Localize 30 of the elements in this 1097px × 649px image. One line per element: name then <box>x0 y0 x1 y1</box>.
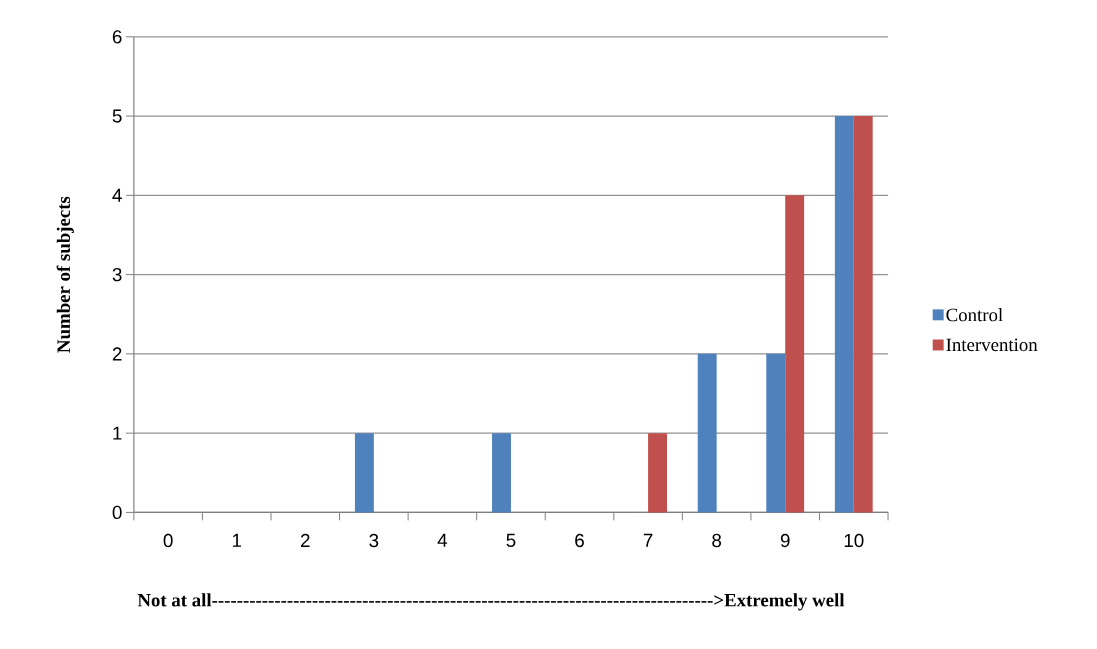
x-tick-label: 10 <box>844 533 864 548</box>
x-tick-label: 8 <box>712 533 722 548</box>
bar <box>648 433 667 513</box>
x-tick-label: 5 <box>506 533 516 548</box>
y-tick-label: 4 <box>112 189 122 202</box>
bar <box>785 195 805 513</box>
bar <box>354 433 374 513</box>
x-tick-label: 1 <box>232 533 242 547</box>
bar <box>834 116 854 513</box>
x-tick-label: 7 <box>643 533 653 547</box>
bar <box>766 354 786 513</box>
y-tick-label: 0 <box>112 505 122 520</box>
legend-label: Intervention <box>946 338 1038 352</box>
y-tick-label: 3 <box>112 268 122 282</box>
y-tick-label: 5 <box>112 109 122 123</box>
x-axis-title: Not at all-------------------------------------------------------------------------------->Extremely well <box>137 593 845 611</box>
x-tick-label: 3 <box>369 533 379 548</box>
y-tick-label: 6 <box>112 30 122 44</box>
x-tick-label: 4 <box>437 533 448 547</box>
x-tick-label: 0 <box>163 533 173 548</box>
bar <box>492 433 511 513</box>
x-tick-label: 2 <box>300 533 310 548</box>
bar <box>853 116 873 513</box>
y-axis-title: Number of subjects <box>56 196 74 353</box>
y-tick-label: 2 <box>112 347 122 361</box>
bar <box>697 354 717 513</box>
x-tick-label: 6 <box>575 533 584 548</box>
x-tick-label: 9 <box>780 533 790 548</box>
legend-label: Control <box>946 308 1003 322</box>
y-tick-label: 1 <box>113 426 122 440</box>
